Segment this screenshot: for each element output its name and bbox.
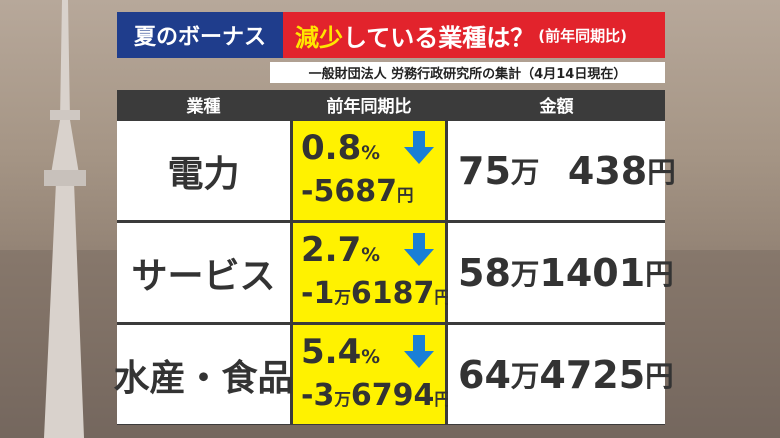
change-rate: 5.4% — [301, 331, 380, 372]
amount-cell: 75 万 438 円 — [448, 121, 676, 220]
down-arrow — [404, 335, 434, 368]
change-amount: -5687円 — [301, 173, 414, 209]
change-rate: 2.7% — [301, 229, 380, 270]
industry-cell: 電力 — [117, 121, 290, 220]
column-header: 業種 — [117, 90, 290, 118]
header-title-bar: 減少 している業種は？ (前年同期比) — [283, 12, 665, 58]
change-amount: -1万6187円 — [301, 275, 451, 311]
amount-cell: 58 万 1401 円 — [448, 223, 674, 322]
down-arrow — [404, 233, 434, 266]
industry-cell: 水産・食品 — [114, 325, 294, 424]
industry-cell: サービス — [117, 223, 290, 322]
title-highlight: 減少 — [295, 23, 343, 52]
down-arrow — [404, 131, 434, 164]
title-text: している業種は？ — [343, 23, 535, 52]
change-amount: -3万6794円 — [301, 377, 451, 413]
change-cell: 0.8% -5687円 — [293, 121, 445, 220]
title-note: (前年同期比) — [538, 26, 627, 45]
column-header: 前年同期比 — [293, 90, 445, 118]
column-header: 金額 — [448, 90, 665, 118]
change-rate: 0.8% — [301, 127, 380, 168]
table: 業種 前年同期比 金額電力 0.8% -5687円 75 万 438 円サービス 2.7% -1万… — [114, 90, 676, 425]
header-label: 夏のボーナス — [117, 12, 283, 58]
source-note: 一般財団法人 労務行政研究所の集計（4月14日現在） — [270, 62, 665, 83]
amount-cell: 64 万 4725 円 — [448, 325, 674, 424]
